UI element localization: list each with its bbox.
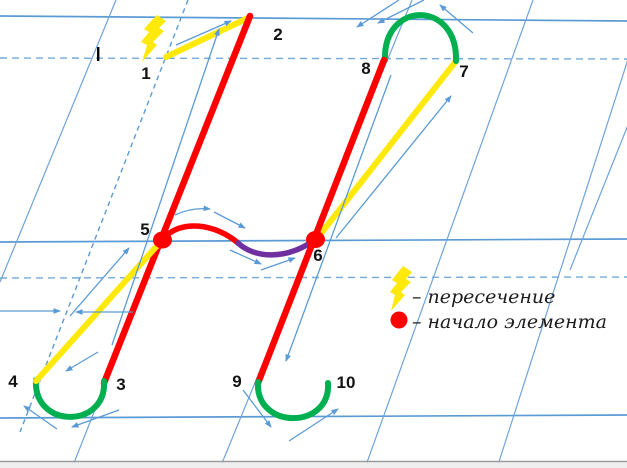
slant-guide	[364, 0, 534, 468]
arrow-hook-3-4-left	[71, 409, 120, 428]
stroke-bottom-loop-3-4	[32, 377, 108, 420]
stroke-lead-in-1-2	[163, 14, 253, 60]
slant-guide	[0, 0, 117, 283]
arrow-loop-corner	[23, 405, 58, 430]
lightning-bolt-intersection	[141, 15, 166, 62]
stroke-top-loop-7-8	[381, 12, 460, 64]
stroke-upstroke-4-5	[33, 235, 167, 384]
arrow-upstroke-6-7	[335, 95, 452, 239]
element-start-dot-6	[306, 231, 325, 248]
arrow-to-dot-5	[69, 247, 130, 317]
arrow-hook-9-10-down	[242, 389, 272, 428]
rule-mid-dashed	[0, 276, 627, 279]
point-label-9: 9	[232, 372, 241, 391]
arrow-downstroke-8-9	[285, 74, 392, 362]
arrow-wave-over-1	[174, 205, 211, 216]
point-label-1: 1	[141, 64, 150, 83]
legend-label-element-start: – начало элемента	[412, 311, 607, 333]
rule-top-solid	[0, 15, 627, 22]
point-label-5: 5	[140, 220, 149, 239]
point-label-2: 2	[273, 25, 282, 44]
slant-guide	[496, 60, 627, 468]
arrow-top-loop-2	[356, 0, 400, 28]
point-label-10: 10	[337, 373, 356, 392]
text-cursor	[97, 47, 100, 61]
arrow-wave-over-2	[213, 211, 246, 229]
point-label-7: 7	[459, 62, 468, 81]
arrow-lead-in-direction	[175, 20, 232, 46]
arrow-top-loop-1	[377, 0, 425, 24]
arrow-hook-9-10-up	[288, 408, 339, 442]
slant-guide	[569, 125, 627, 271]
stroke-upstroke-6-7	[312, 58, 459, 244]
arrow-upstroke-long	[111, 28, 220, 346]
arrow-wave-under-2	[260, 257, 296, 271]
bottom-edge-strip	[0, 462, 627, 468]
stroke-connector-wave-purple	[235, 236, 319, 258]
legend: – пересечение – начало элемента	[390, 266, 607, 333]
legend-label-intersection: – пересечение	[412, 286, 555, 308]
stroke-downstroke-2-3	[100, 12, 254, 387]
arrow-top-loop-3	[439, 4, 474, 34]
arrow-loop-down-left	[65, 351, 99, 372]
point-label-3: 3	[116, 375, 125, 394]
stroke-downstroke-8-9	[254, 56, 388, 387]
point-label-8: 8	[361, 59, 370, 78]
red-dot-icon	[390, 311, 408, 329]
stroke-bottom-hook-9-10	[254, 379, 332, 422]
point-label-6: 6	[313, 246, 322, 265]
rule-bottom-solid	[0, 414, 627, 419]
direction-arrows	[0, 0, 474, 442]
letter-strokes	[32, 12, 460, 422]
lightning-bolt-icon	[390, 266, 412, 311]
element-start-dot-5	[153, 231, 172, 249]
point-labels: 1 2 3 4 5 6 7 8 9 10	[8, 25, 468, 394]
point-label-4: 4	[8, 372, 18, 391]
rule-top-dashed	[0, 57, 627, 60]
arrow-wave-under-1	[229, 249, 262, 265]
